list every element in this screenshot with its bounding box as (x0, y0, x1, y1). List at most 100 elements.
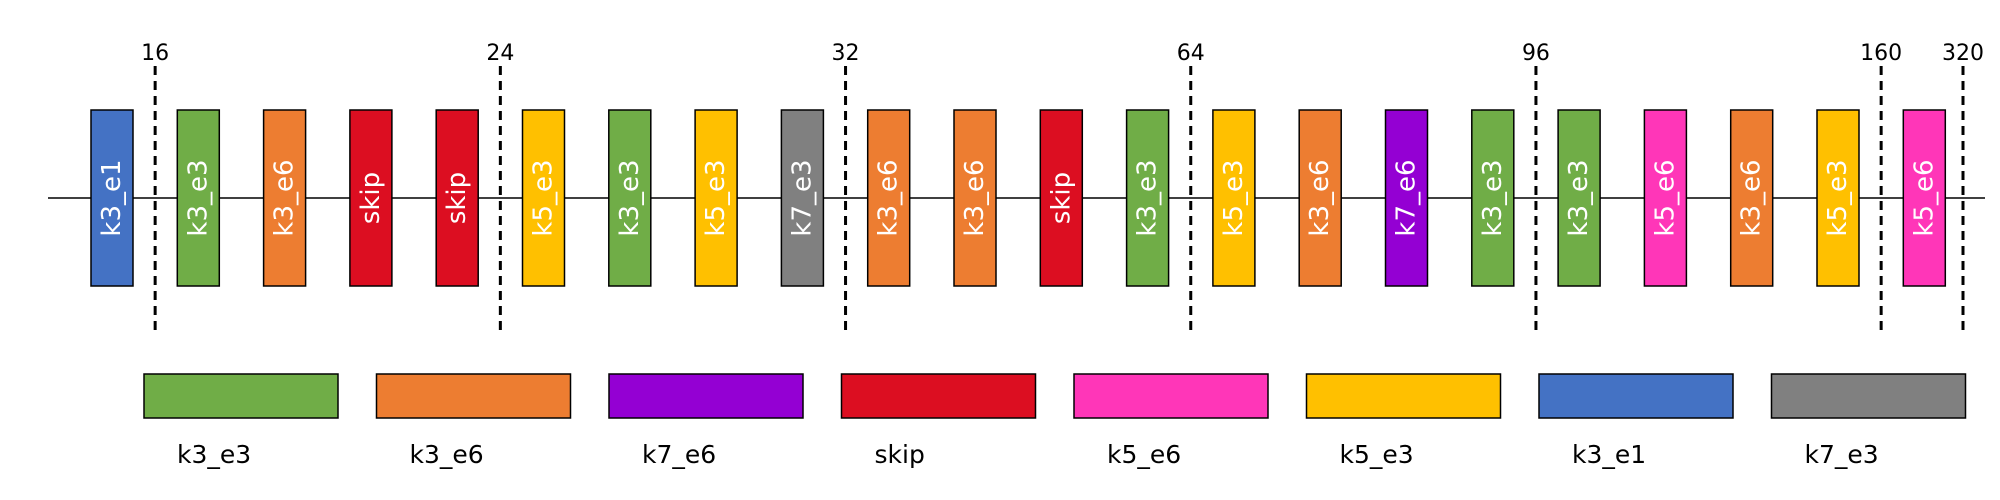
block-label: k5_e6 (1650, 159, 1680, 236)
legend-label: k7_e3 (1805, 440, 1879, 469)
block-label: k3_e6 (960, 159, 990, 236)
block-rect (694, 109, 738, 287)
block-label: k3_e3 (1478, 159, 1508, 236)
stage-divider-24: 24 (486, 41, 514, 330)
legend-label: k5_e3 (1340, 440, 1414, 469)
legend-swatch (608, 373, 804, 419)
block-19: k5_e6 (1643, 109, 1688, 287)
block-4: skip (349, 109, 393, 287)
block-rect (1557, 109, 1601, 287)
block-sequence: k3_e1 k3_e3 k3_e6 skip skip k5_e3 k3_e3 k5_e3 k7… (90, 109, 1947, 287)
stage-divider-16: 16 (141, 41, 169, 330)
block-21: k5_e3 (1816, 109, 1860, 287)
block-label: k3_e6 (1737, 159, 1767, 236)
stage-divider-160: 160 (1860, 41, 1902, 330)
legend-swatch (1305, 373, 1502, 419)
block-rect (780, 109, 825, 287)
stage-divider-320: 320 (1942, 41, 1984, 330)
block-14: k5_e3 (1212, 109, 1256, 287)
block-rect (1643, 109, 1688, 287)
legend-item-skip: skip (840, 373, 1037, 469)
block-label: k5_e6 (1909, 159, 1939, 236)
block-11: k3_e6 (953, 109, 997, 287)
block-rect (176, 109, 221, 287)
block-label: k3_e6 (270, 159, 300, 236)
block-label: k3_e3 (1564, 159, 1594, 236)
block-rect (1125, 109, 1170, 287)
legend-label: skip (875, 440, 925, 469)
block-13: k3_e3 (1125, 109, 1170, 287)
legend-label: k3_e6 (410, 440, 484, 469)
divider-label: 64 (1177, 41, 1205, 66)
stage-divider-96: 96 (1522, 41, 1550, 330)
divider-label: 16 (141, 41, 169, 66)
legend-swatch (1770, 373, 1967, 419)
block-label: k5_e3 (701, 159, 731, 236)
block-rect (349, 109, 393, 287)
block-20: k3_e6 (1729, 109, 1774, 287)
block-label: k3_e3 (183, 159, 213, 236)
legend-swatch (375, 373, 572, 419)
stage-divider-32: 32 (832, 41, 860, 330)
block-label: k3_e6 (874, 159, 904, 236)
block-label: k3_e1 (97, 159, 127, 236)
block-12: skip (1039, 109, 1084, 287)
block-7: k3_e3 (608, 109, 652, 287)
block-label: skip (1046, 172, 1076, 224)
block-rect (866, 109, 911, 287)
legend-label: k5_e6 (1107, 440, 1181, 469)
block-rect (1729, 109, 1774, 287)
block-6: k5_e3 (521, 109, 566, 287)
legend-swatch (1073, 373, 1269, 419)
block-rect (435, 109, 479, 287)
block-label: k7_e6 (1392, 159, 1422, 236)
legend-label: k7_e6 (642, 440, 716, 469)
stage-divider-64: 64 (1177, 41, 1205, 330)
legend-item-k3-e6: k3_e6 (375, 373, 572, 469)
block-rect (1384, 109, 1429, 287)
legend-item-k7-e6: k7_e6 (608, 373, 804, 469)
legend-item-k7-e3: k7_e3 (1770, 373, 1967, 469)
block-rect (262, 109, 307, 287)
block-8: k5_e3 (694, 109, 738, 287)
legend-label: k3_e1 (1572, 440, 1646, 469)
block-16: k7_e6 (1384, 109, 1429, 287)
block-label: k3_e3 (615, 159, 645, 236)
legend-item-k5-e6: k5_e6 (1073, 373, 1269, 469)
legend: k3_e3 k3_e6 k7_e6 skip k5_e6 k5_e3 k3_e1 k7_e3 (143, 373, 1967, 469)
block-label: k3_e3 (1133, 159, 1163, 236)
block-label: k5_e3 (1823, 159, 1853, 236)
block-rect (608, 109, 652, 287)
divider-label: 160 (1860, 41, 1902, 66)
block-5: skip (435, 109, 479, 287)
stage-dividers: 16 24 32 64 96 160 320 (141, 41, 1984, 330)
block-9: k7_e3 (780, 109, 825, 287)
block-rect (1212, 109, 1256, 287)
block-1: k3_e1 (90, 109, 134, 287)
block-15: k3_e6 (1298, 109, 1342, 287)
block-label: k7_e3 (787, 159, 817, 236)
block-10: k3_e6 (866, 109, 911, 287)
divider-label: 320 (1942, 41, 1984, 66)
block-18: k3_e3 (1557, 109, 1601, 287)
divider-label: 96 (1522, 41, 1550, 66)
block-rect (1298, 109, 1342, 287)
block-rect (953, 109, 997, 287)
block-3: k3_e6 (262, 109, 307, 287)
block-label: k5_e3 (529, 159, 559, 236)
legend-swatch (143, 373, 339, 419)
block-17: k3_e3 (1471, 109, 1515, 287)
divider-label: 32 (832, 41, 860, 66)
legend-item-k3-e1: k3_e1 (1538, 373, 1734, 469)
block-rect (1471, 109, 1515, 287)
legend-swatch (840, 373, 1037, 419)
block-rect (1816, 109, 1860, 287)
block-rect (1039, 109, 1084, 287)
divider-label: 24 (486, 41, 514, 66)
legend-swatch (1538, 373, 1734, 419)
legend-item-k5-e3: k5_e3 (1305, 373, 1502, 469)
block-rect (90, 109, 134, 287)
block-label: skip (442, 172, 472, 224)
block-rect (1902, 109, 1947, 287)
